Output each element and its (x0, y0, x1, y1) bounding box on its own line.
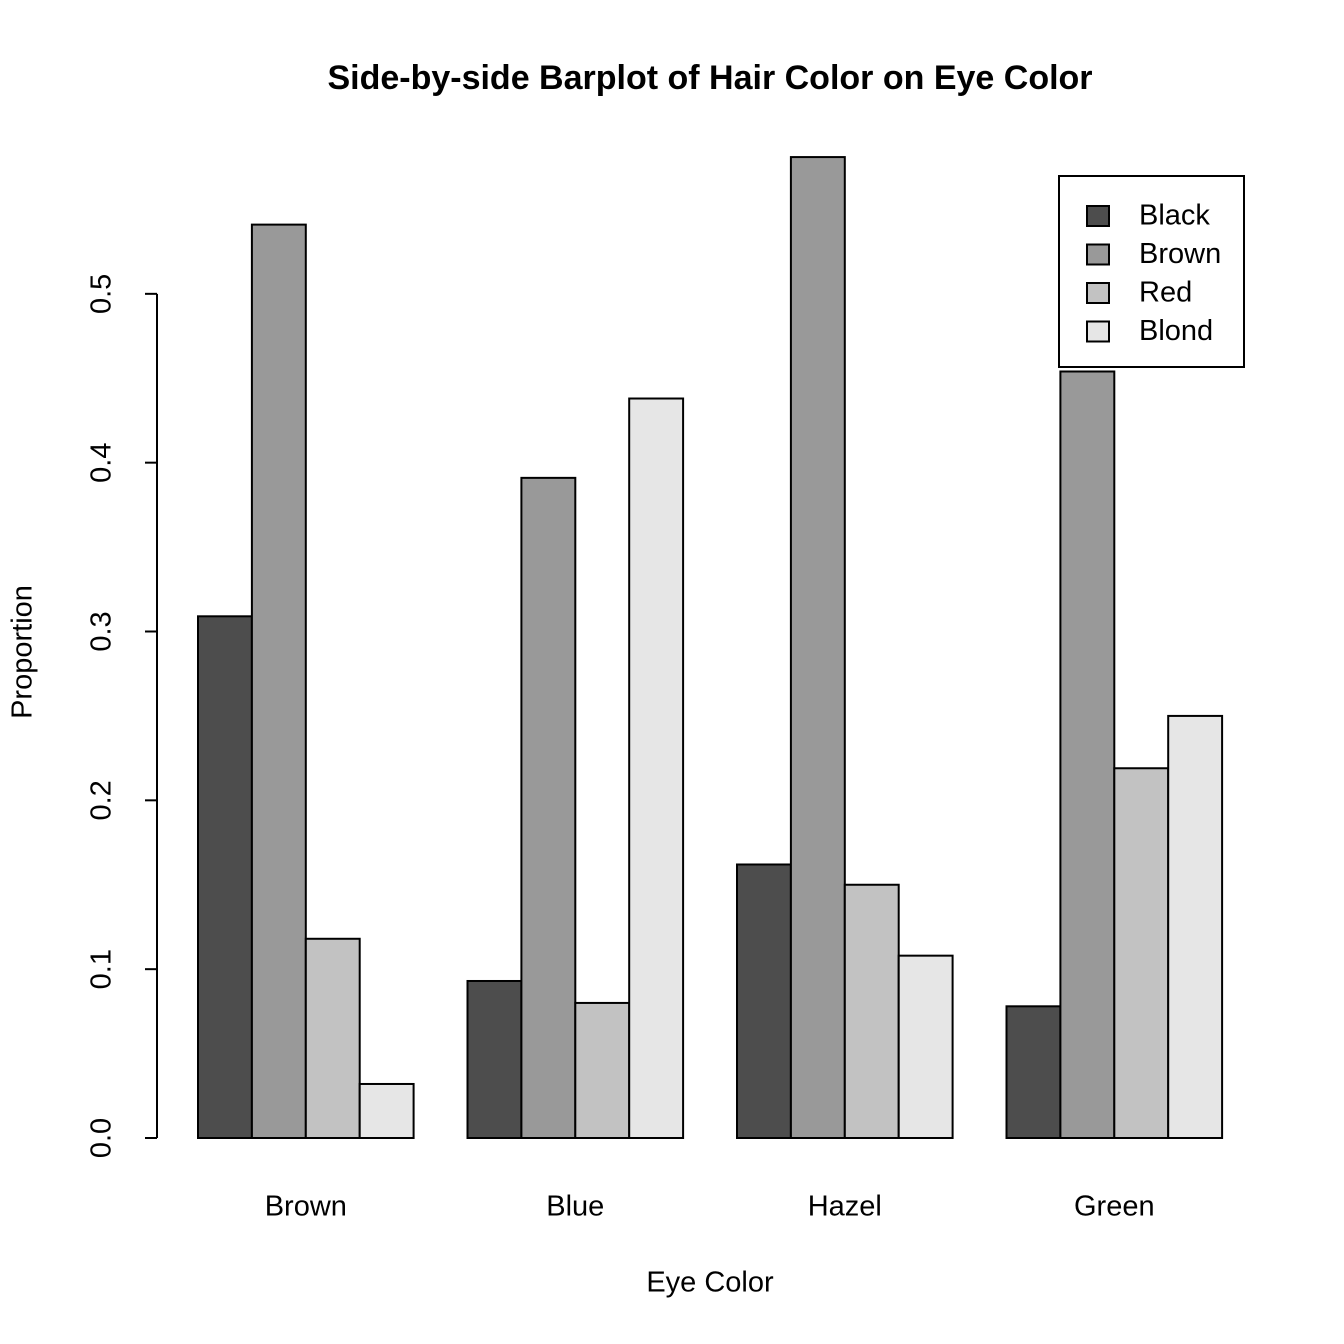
y-axis-title: Proportion (7, 585, 39, 719)
x-axis-title: Eye Color (646, 1267, 774, 1299)
legend-swatch (1086, 205, 1110, 227)
y-tick-label: 0.1 (86, 949, 118, 989)
y-tick-label: 0.0 (86, 1118, 118, 1158)
x-tick-label: Blue (546, 1191, 604, 1223)
y-tick-label: 0.4 (86, 443, 118, 483)
x-tick-label: Green (1074, 1191, 1155, 1223)
chart-title: Side-by-side Barplot of Hair Color on Ey… (327, 59, 1092, 97)
bar (574, 1001, 631, 1140)
legend-swatch (1086, 243, 1110, 266)
legend-label: Black (1139, 200, 1210, 232)
x-tick-label: Hazel (808, 1191, 882, 1223)
legend-label: Blond (1139, 315, 1213, 347)
bar (466, 979, 523, 1139)
bar (1167, 714, 1224, 1140)
bar (1113, 767, 1170, 1139)
legend-label: Red (1139, 277, 1192, 309)
bar (197, 615, 253, 1139)
legend-swatch (1086, 320, 1110, 343)
bar (520, 476, 577, 1139)
y-tick-label: 0.3 (86, 611, 118, 651)
bar (358, 1082, 415, 1140)
y-tick-label: 0.2 (86, 780, 118, 820)
y-tick-label: 0.5 (86, 274, 118, 314)
bar (1005, 1005, 1062, 1139)
bar (736, 863, 792, 1139)
legend-swatch (1086, 282, 1110, 304)
legend-label: Brown (1139, 238, 1221, 270)
bar (897, 954, 954, 1139)
bar (250, 223, 307, 1139)
x-tick-label: Brown (265, 1191, 347, 1223)
bar (843, 883, 900, 1139)
bar (304, 937, 361, 1139)
bar (628, 397, 685, 1139)
bar (789, 156, 846, 1140)
bar (1059, 370, 1116, 1140)
